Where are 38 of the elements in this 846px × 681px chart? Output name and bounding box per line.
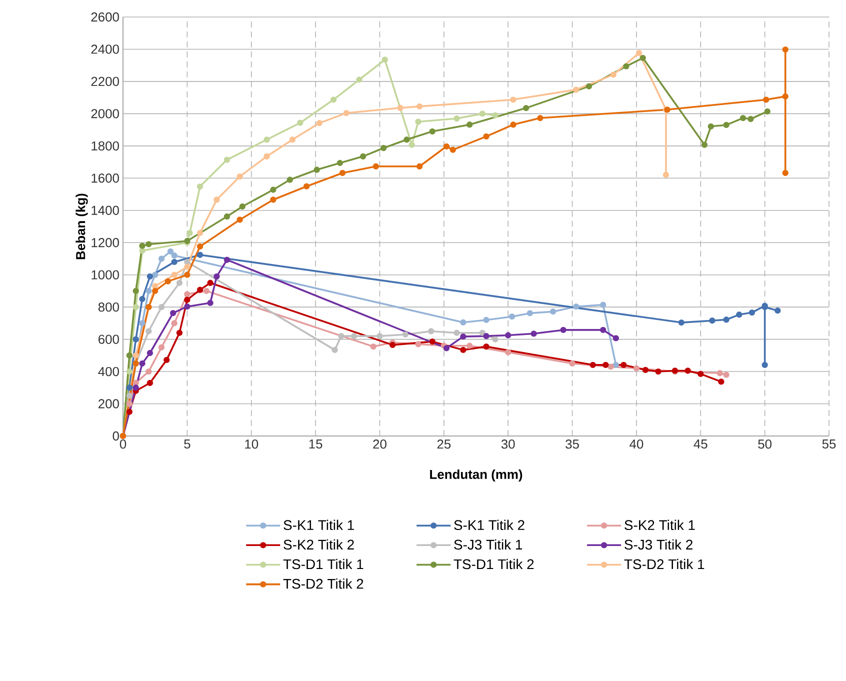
y-tick-label: 0: [112, 431, 119, 441]
y-tick-label: 2200: [91, 76, 119, 86]
x-tick-label: 30: [501, 440, 515, 449]
x-tick-label: 55: [822, 440, 836, 449]
y-tick-label: 2600: [91, 12, 119, 22]
legend-label: S-K1 Titik 2: [454, 520, 524, 530]
y-tick-label: 1000: [92, 270, 119, 280]
x-tick-label: 45: [694, 440, 708, 449]
legend-label: S-J3 Titik 2: [624, 539, 692, 550]
legend-label: TS-D2 Titik 2: [283, 578, 364, 589]
legend-label: TS-D1 Titik 1: [283, 558, 364, 570]
x-tick-label: 50: [758, 440, 772, 449]
y-tick-label: 1200: [92, 238, 119, 248]
x-axis-title: Lendutan (mm): [430, 469, 522, 482]
x-tick-label: 5: [184, 440, 190, 449]
y-tick-label: 400: [98, 366, 119, 376]
legend-label: S-K2 Titik 1: [624, 520, 695, 530]
legend-label: S-K2 Titik 2: [284, 539, 354, 550]
x-tick-label: 35: [566, 440, 579, 449]
legend-label: S-K1 Titik 1: [284, 520, 354, 530]
x-tick-label: 10: [245, 440, 258, 449]
legend-label: TS-D2 Titik 1: [624, 558, 704, 570]
x-tick-label: 0: [120, 440, 126, 449]
y-tick-label: 2000: [91, 109, 119, 118]
x-tick-label: 20: [373, 440, 386, 449]
legend-label: TS-D1 Titik 2: [454, 558, 534, 570]
y-tick-label: 1400: [92, 206, 119, 215]
y-tick-label: 1800: [92, 141, 119, 150]
x-tick-label: 25: [437, 440, 451, 449]
x-tick-label: 15: [309, 440, 322, 449]
y-tick-label: 200: [98, 399, 119, 408]
y-tick-label: 800: [98, 302, 119, 312]
y-tick-label: 1600: [92, 174, 119, 183]
x-tick-label: 40: [630, 440, 644, 449]
y-tick-label: 2400: [91, 44, 119, 54]
y-tick-label: 600: [98, 334, 119, 344]
y-axis-title: Beban (kg): [76, 194, 88, 260]
legend-label: S-J3 Titik 1: [454, 539, 522, 550]
